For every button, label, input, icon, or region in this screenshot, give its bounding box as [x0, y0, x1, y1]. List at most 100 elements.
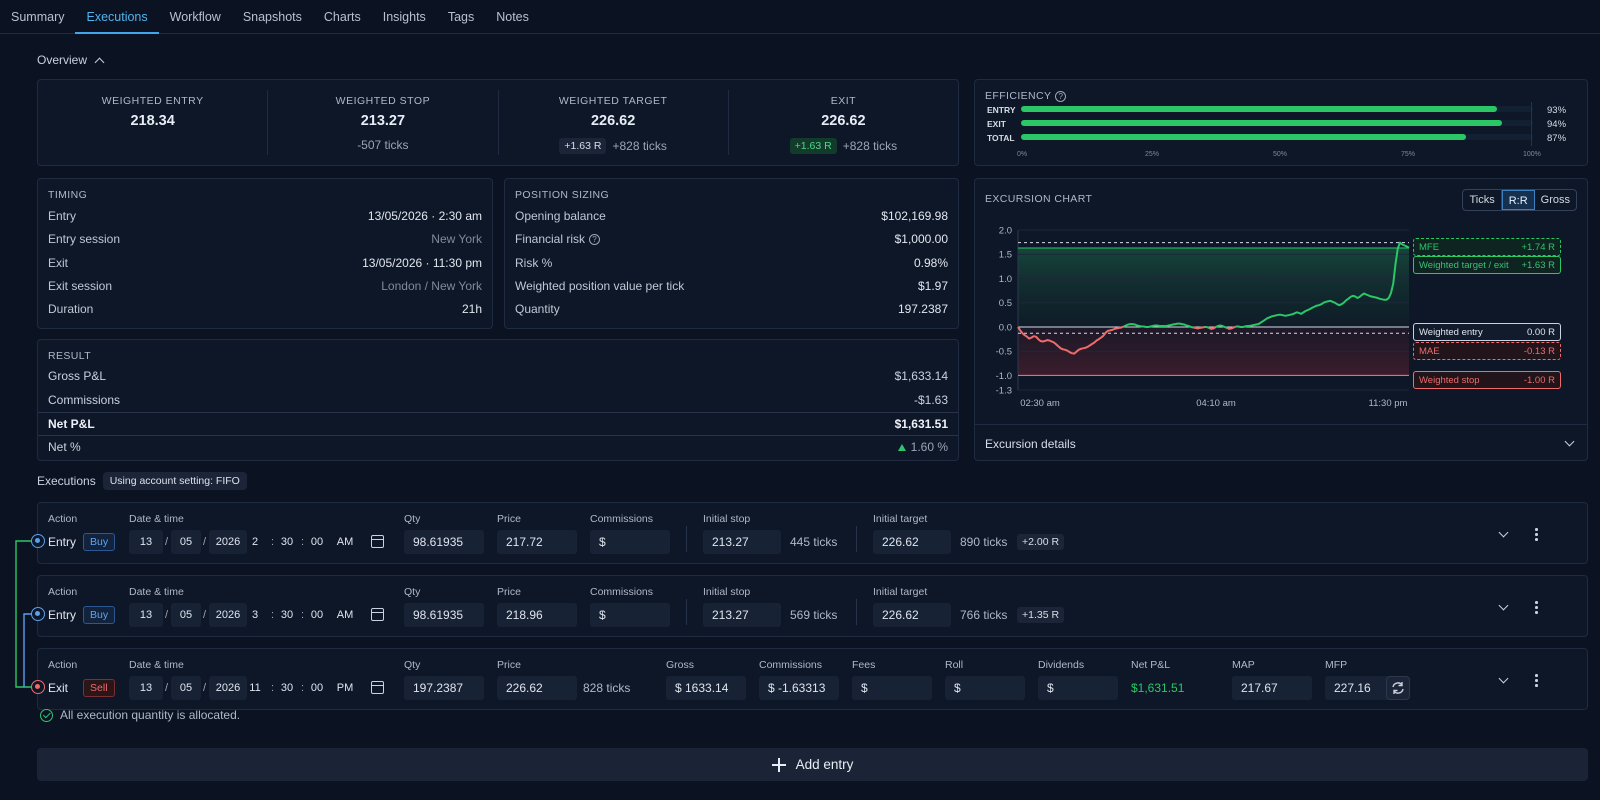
price-input[interactable]: 218.96	[497, 603, 577, 627]
tab-notes[interactable]: Notes	[496, 10, 529, 24]
calendar-icon[interactable]	[371, 608, 384, 621]
commissions-input[interactable]: $ -1.63313	[759, 676, 839, 700]
excursion-details-toggle[interactable]: Excursion details	[975, 424, 1587, 462]
commissions-input[interactable]: $	[590, 603, 670, 627]
datetime-input[interactable]: 13 / 05 / 2026 2 : 30 : 00 AM	[129, 530, 384, 554]
chevron-down-icon[interactable]	[1498, 673, 1509, 684]
tab-charts[interactable]: Charts	[323, 10, 361, 24]
year-input[interactable]: 2026	[209, 530, 247, 554]
timing-key: Entry	[48, 209, 77, 223]
tab-tags[interactable]: Tags	[447, 10, 475, 24]
add-entry-button[interactable]: Add entry	[37, 748, 1588, 781]
sizing-row: Financial risk? $1,000.00	[515, 228, 948, 251]
roll-input[interactable]: $	[945, 676, 1025, 700]
tab-snapshots[interactable]: Snapshots	[242, 10, 302, 24]
tab-summary[interactable]: Summary	[11, 10, 65, 24]
timing-row-duration: Duration 21h	[48, 298, 482, 321]
gross-label: Gross	[666, 659, 695, 671]
ampm-input[interactable]: PM	[336, 682, 354, 694]
chevron-down-icon[interactable]	[1498, 600, 1509, 611]
x-tick-label: 04:10 am	[1196, 398, 1236, 409]
kebab-menu-icon[interactable]	[1530, 673, 1542, 687]
mae-label: MAE -0.13 R	[1413, 342, 1561, 360]
day-input[interactable]: 13	[129, 676, 163, 700]
x-tick-label: 11:30 pm	[1369, 398, 1408, 409]
info-icon[interactable]: ?	[589, 234, 601, 246]
initial-target-input[interactable]: 226.62	[873, 603, 951, 627]
initial-stop-input[interactable]: 213.27	[703, 603, 781, 627]
qty-input[interactable]: 98.61935	[404, 530, 484, 554]
side-badge[interactable]: Buy	[83, 606, 116, 624]
initial-target-input[interactable]: 226.62	[873, 530, 951, 554]
ampm-input[interactable]: AM	[336, 536, 354, 548]
initial-stop-label: Initial stop	[703, 513, 751, 525]
tab-insights[interactable]: Insights	[382, 10, 426, 24]
dividends-input[interactable]: $	[1038, 676, 1118, 700]
info-icon[interactable]: ?	[1055, 90, 1067, 102]
sizing-title: POSITION SIZING	[515, 189, 610, 201]
day-input[interactable]: 13	[129, 603, 163, 627]
tab-executions[interactable]: Executions	[75, 0, 159, 34]
month-input[interactable]: 05	[171, 603, 201, 627]
chevron-up-icon	[94, 57, 105, 67]
stat-sub: +828 ticks	[842, 139, 898, 153]
ampm-input[interactable]: AM	[336, 609, 354, 621]
hour-input[interactable]: 11	[249, 682, 261, 694]
chevron-down-icon[interactable]	[1498, 527, 1509, 538]
mode-ticks-button[interactable]: Ticks	[1463, 190, 1502, 210]
month-input[interactable]: 05	[171, 676, 201, 700]
target-ticks: 766 ticks	[960, 608, 1008, 622]
hour-input[interactable]: 3	[251, 609, 259, 621]
second-input[interactable]: 00	[310, 536, 324, 548]
result-card: RESULT Gross P&L $1,633.14 Commissions -$1…	[37, 339, 959, 461]
kebab-menu-icon[interactable]	[1530, 600, 1542, 614]
second-input[interactable]: 00	[310, 682, 324, 694]
price-input[interactable]: 217.72	[497, 530, 577, 554]
tab-workflow[interactable]: Workflow	[169, 10, 221, 24]
commissions-input[interactable]: $	[590, 530, 670, 554]
qty-input[interactable]: 98.61935	[404, 603, 484, 627]
mode-gross-button[interactable]: Gross	[1540, 194, 1570, 206]
stat-value: 226.62	[821, 113, 866, 129]
kebab-menu-icon[interactable]	[1530, 527, 1542, 541]
month-input[interactable]: 05	[171, 530, 201, 554]
fees-input[interactable]: $	[852, 676, 932, 700]
execution-row: Action Exit Sell Date & time 13 / 05 / 2…	[31, 648, 1588, 710]
r-badge: +1.63 R	[789, 138, 837, 154]
refresh-button[interactable]	[1386, 676, 1410, 700]
overview-toggle[interactable]: Overview	[37, 53, 105, 67]
minute-input[interactable]: 30	[280, 609, 294, 621]
map-input[interactable]: 217.67	[1232, 676, 1312, 700]
stat-weighted-stop: WEIGHTED STOP 213.27 -507 ticks	[268, 90, 499, 155]
day-input[interactable]: 13	[129, 530, 163, 554]
excursion-title: EXCURSION CHART	[985, 193, 1093, 205]
second-input[interactable]: 00	[310, 609, 324, 621]
sizing-row: Weighted position value per tick $1.97	[515, 275, 948, 298]
minute-input[interactable]: 30	[280, 682, 294, 694]
datetime-label: Date & time	[129, 659, 184, 671]
datetime-input[interactable]: 13 / 05 / 2026 11 : 30 : 00 PM	[129, 676, 384, 700]
datetime-input[interactable]: 13 / 05 / 2026 3 : 30 : 00 AM	[129, 603, 384, 627]
year-input[interactable]: 2026	[209, 676, 247, 700]
sizing-row: Risk % 0.98%	[515, 252, 948, 275]
stat-exit: EXIT 226.62 +1.63 R +828 ticks	[729, 90, 958, 155]
calendar-icon[interactable]	[371, 535, 384, 548]
side-badge[interactable]: Buy	[83, 533, 116, 551]
qty-label: Qty	[404, 586, 421, 598]
calendar-icon[interactable]	[371, 681, 384, 694]
qty-input[interactable]: 197.2387	[404, 676, 484, 700]
price-input[interactable]: 226.62	[497, 676, 577, 700]
efficiency-fill	[1021, 134, 1467, 140]
side-badge[interactable]: Sell	[83, 679, 115, 697]
minute-input[interactable]: 30	[280, 536, 294, 548]
gross-input[interactable]: $ 1633.14	[666, 676, 746, 700]
hour-input[interactable]: 2	[251, 536, 259, 548]
initial-stop-input[interactable]: 213.27	[703, 530, 781, 554]
efficiency-track	[1021, 120, 1533, 126]
initial-target-label: Initial target	[873, 513, 928, 525]
fees-label: Fees	[852, 659, 876, 671]
efficiency-row-total: TOTAL 87%	[987, 133, 1566, 144]
mode-rr-button[interactable]: R:R	[1501, 190, 1535, 210]
year-input[interactable]: 2026	[209, 603, 247, 627]
add-entry-label: Add entry	[795, 757, 854, 772]
